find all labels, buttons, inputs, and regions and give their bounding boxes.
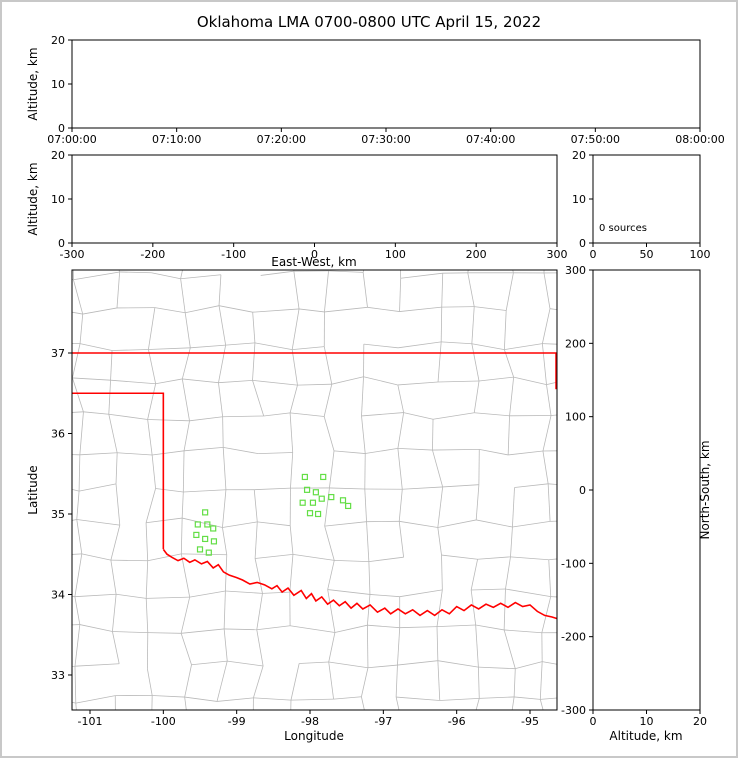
panel-frame	[592, 269, 701, 711]
svg-text:20: 20	[51, 34, 65, 47]
panel-frame	[71, 269, 558, 711]
svg-text:-200: -200	[140, 248, 165, 261]
svg-text:-100: -100	[221, 248, 246, 261]
svg-text:07:20:00: 07:20:00	[257, 133, 306, 146]
svg-text:0: 0	[58, 122, 65, 135]
station-marker	[314, 510, 322, 518]
panel-ew-height: -300 -200 -100 0 100 200 300 0 10 20	[51, 149, 568, 261]
panel-frame	[71, 39, 701, 129]
svg-text:10: 10	[51, 193, 65, 206]
station-marker	[202, 509, 209, 516]
svg-text:0: 0	[590, 715, 597, 728]
ew-height-ylabel: Altitude, km	[26, 162, 40, 236]
svg-text:33: 33	[51, 669, 65, 682]
svg-text:0: 0	[579, 484, 586, 497]
svg-text:07:00:00: 07:00:00	[47, 133, 96, 146]
svg-text:-98: -98	[301, 715, 319, 728]
svg-text:35: 35	[51, 508, 65, 521]
svg-text:200: 200	[565, 337, 586, 350]
svg-text:-99: -99	[228, 715, 246, 728]
station-marker	[299, 499, 306, 506]
station-marker	[210, 538, 218, 545]
svg-text:0: 0	[590, 248, 597, 261]
station-marker	[309, 499, 317, 506]
svg-text:08:00:00: 08:00:00	[675, 133, 724, 146]
station-marker	[318, 495, 325, 502]
longitude-xlabel: Longitude	[284, 729, 344, 743]
svg-text:34: 34	[51, 588, 65, 601]
altitude-xlabel: Altitude, km	[609, 729, 683, 743]
svg-text:300: 300	[547, 248, 568, 261]
station-marker	[205, 549, 212, 556]
svg-text:-101: -101	[78, 715, 103, 728]
svg-text:200: 200	[466, 248, 487, 261]
svg-text:07:50:00: 07:50:00	[571, 133, 620, 146]
station-marker	[320, 473, 327, 481]
svg-text:300: 300	[565, 264, 586, 277]
panel-plan-view: -101 -100 -99 -98 -97 -96 -95 33 34 35 36 37	[51, 269, 558, 728]
svg-text:0: 0	[311, 248, 318, 261]
svg-text:07:10:00: 07:10:00	[152, 133, 201, 146]
svg-text:20: 20	[572, 149, 586, 162]
panel-source-histogram: 0 50 100 0 10 20	[572, 149, 711, 261]
svg-text:-100: -100	[151, 715, 176, 728]
svg-text:37: 37	[51, 347, 65, 360]
station-marker	[345, 502, 352, 510]
latitude-ylabel: Latitude	[26, 465, 40, 515]
svg-text:10: 10	[572, 193, 586, 206]
svg-text:-95: -95	[521, 715, 539, 728]
ew-xlabel: East-West, km	[271, 255, 357, 269]
state-border	[72, 352, 557, 620]
station-marker	[312, 489, 319, 496]
station-marker	[301, 473, 308, 481]
panel-frame	[71, 154, 558, 244]
svg-text:20: 20	[51, 149, 65, 162]
svg-text:-96: -96	[448, 715, 466, 728]
station-marker	[303, 486, 311, 493]
svg-text:0: 0	[579, 237, 586, 250]
station-marker	[196, 546, 204, 553]
station-marker	[194, 521, 201, 528]
station-marker	[306, 510, 314, 517]
panel-time-height: 07:00:00 07:10:00 07:20:00 07:30:00 07:40:00…	[47, 34, 724, 146]
station-marker	[328, 493, 335, 501]
lma-stations	[193, 473, 352, 556]
svg-text:0: 0	[58, 237, 65, 250]
svg-text:20: 20	[693, 715, 707, 728]
station-marker	[204, 521, 211, 528]
sources-count-annotation: 0 sources	[599, 223, 647, 234]
svg-text:10: 10	[51, 78, 65, 91]
time-height-ylabel: Altitude, km	[26, 47, 40, 121]
svg-text:100: 100	[690, 248, 711, 261]
svg-text:-100: -100	[561, 557, 586, 570]
station-marker	[202, 535, 209, 543]
svg-text:50: 50	[640, 248, 654, 261]
svg-text:10: 10	[640, 715, 654, 728]
county-borders	[72, 270, 557, 710]
figure-title: Oklahoma LMA 0700-0800 UTC April 15, 202…	[196, 13, 542, 31]
state-border-panhandle_and_west	[72, 392, 165, 550]
svg-text:36: 36	[51, 427, 65, 440]
station-marker	[210, 525, 217, 532]
svg-text:-300: -300	[561, 704, 586, 717]
svg-text:07:40:00: 07:40:00	[466, 133, 515, 146]
panel-ns-height: 0 10 20 300 200 100 0 -100 -200 -300	[561, 264, 707, 728]
station-marker	[339, 497, 347, 504]
svg-text:-97: -97	[374, 715, 392, 728]
svg-text:-300: -300	[60, 248, 85, 261]
svg-text:100: 100	[565, 411, 586, 424]
svg-text:-200: -200	[561, 631, 586, 644]
station-marker	[193, 531, 200, 539]
north-south-ylabel: North-South, km	[698, 440, 712, 540]
svg-text:07:30:00: 07:30:00	[361, 133, 410, 146]
state-border-red_river_south	[162, 548, 557, 620]
svg-text:100: 100	[385, 248, 406, 261]
